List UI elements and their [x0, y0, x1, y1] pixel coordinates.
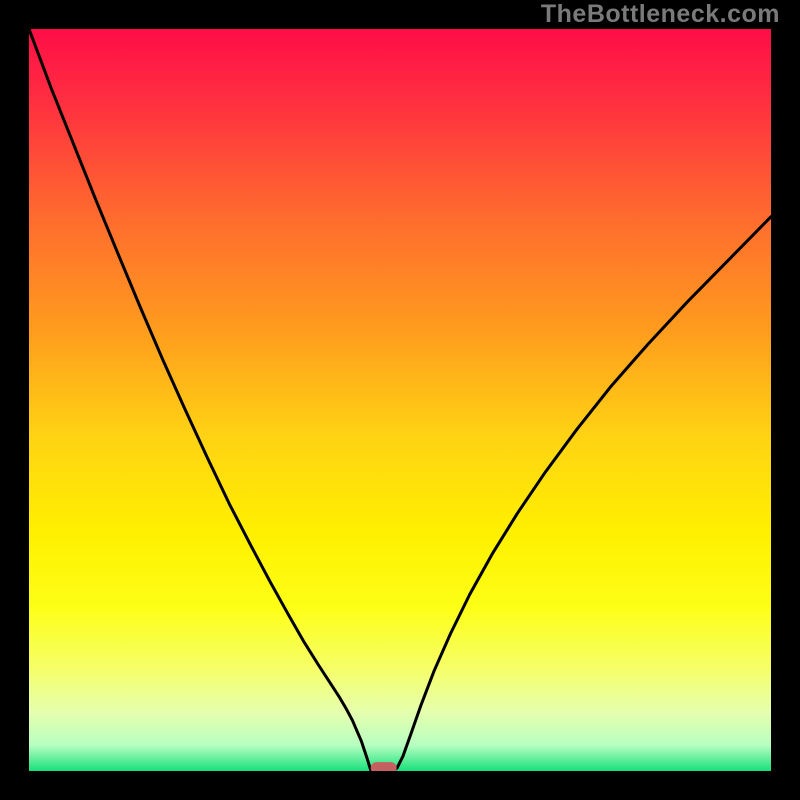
chart-frame: TheBottleneck.com: [0, 0, 800, 800]
bottleneck-chart: [29, 29, 771, 771]
chart-background: [29, 29, 771, 771]
watermark-label: TheBottleneck.com: [541, 0, 780, 29]
bottleneck-marker: [371, 762, 397, 771]
